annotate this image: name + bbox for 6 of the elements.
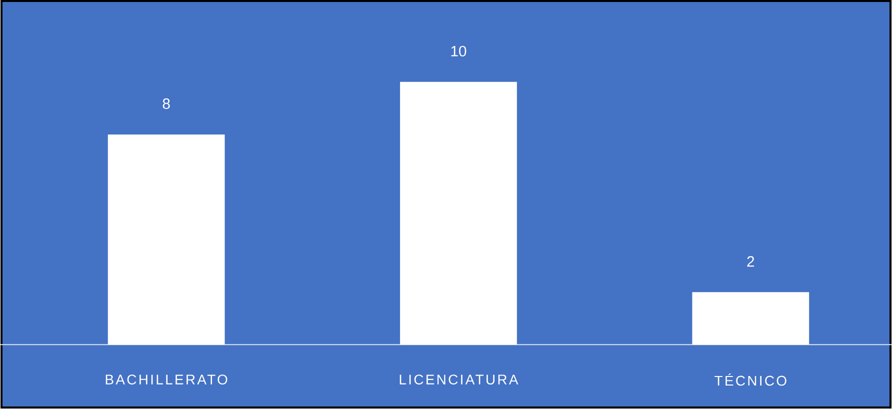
data-label: 8: [162, 98, 170, 110]
data-label: 2: [747, 256, 754, 267]
x-tick-label: BACHILLERATO: [106, 374, 228, 385]
x-tick-label: TÉCNICO: [714, 374, 786, 386]
data-label: 10: [451, 46, 466, 57]
x-tick-label: LICENCIATURA: [400, 374, 518, 385]
